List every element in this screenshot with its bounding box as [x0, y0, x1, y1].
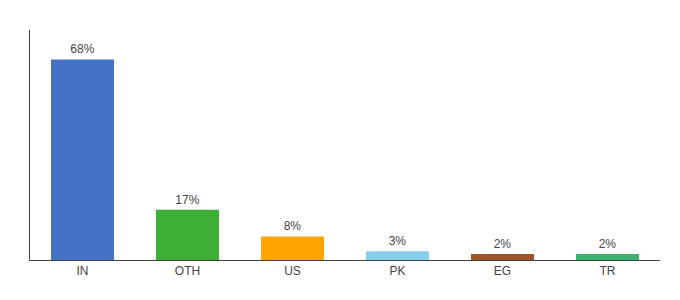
svg-text:68%: 68%	[70, 42, 94, 56]
svg-text:17%: 17%	[175, 193, 199, 207]
svg-text:OTH: OTH	[175, 264, 200, 278]
svg-text:EG: EG	[494, 264, 511, 278]
svg-text:2%: 2%	[599, 237, 617, 251]
svg-text:US: US	[284, 264, 301, 278]
svg-text:3%: 3%	[389, 234, 407, 248]
svg-text:PK: PK	[389, 264, 405, 278]
svg-text:2%: 2%	[494, 237, 512, 251]
svg-text:TR: TR	[600, 264, 616, 278]
svg-text:8%: 8%	[284, 219, 302, 233]
svg-text:IN: IN	[77, 264, 89, 278]
